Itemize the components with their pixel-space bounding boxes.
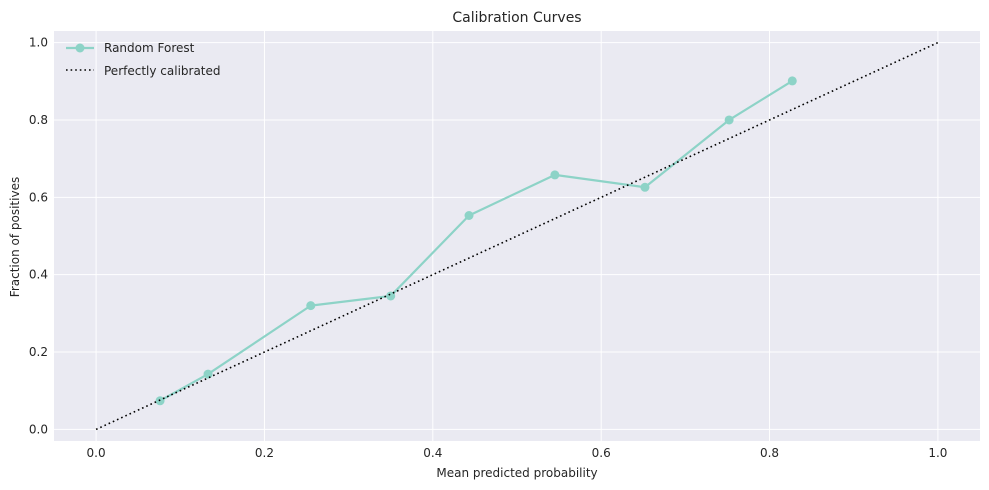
data-point-random-forest <box>550 170 560 180</box>
x-tick-label: 0.2 <box>255 446 274 460</box>
legend: Random Forest Perfectly calibrated <box>66 41 221 78</box>
data-point-random-forest <box>640 182 650 192</box>
x-tick-label: 0.4 <box>423 446 442 460</box>
data-point-random-forest <box>464 211 474 220</box>
legend-marker-random-forest <box>75 43 85 53</box>
data-point-random-forest <box>724 115 734 125</box>
plot-background <box>54 31 980 441</box>
y-tick-label: 0.8 <box>29 113 48 127</box>
data-point-random-forest <box>306 301 316 311</box>
series-layer <box>95 41 939 431</box>
x-tick-label: 0.0 <box>87 446 106 460</box>
data-point-random-forest <box>203 369 213 379</box>
legend-label-perfectly-calibrated: Perfectly calibrated <box>104 64 221 78</box>
data-point-random-forest <box>386 291 396 301</box>
grid-lines <box>54 31 980 441</box>
x-tick-label: 1.0 <box>928 446 947 460</box>
y-tick-label: 0.4 <box>29 268 48 282</box>
x-tick-label: 0.8 <box>760 446 779 460</box>
legend-label-random-forest: Random Forest <box>104 41 195 55</box>
data-point-random-forest <box>787 76 797 86</box>
y-axis-label: Fraction of positives <box>8 177 22 297</box>
x-axis-label: Mean predicted probability <box>436 466 597 480</box>
x-tick-label: 0.6 <box>592 446 611 460</box>
y-tick-label: 1.0 <box>29 36 48 50</box>
tick-labels: 0.0 0.2 0.4 0.6 0.8 1.0 0.0 0.2 0.4 0.6 0.8 1.0 <box>29 36 948 460</box>
y-tick-label: 0.2 <box>29 345 48 359</box>
chart-title: Calibration Curves <box>452 10 581 26</box>
y-tick-label: 0.0 <box>29 422 48 436</box>
y-tick-label: 0.6 <box>29 190 48 204</box>
